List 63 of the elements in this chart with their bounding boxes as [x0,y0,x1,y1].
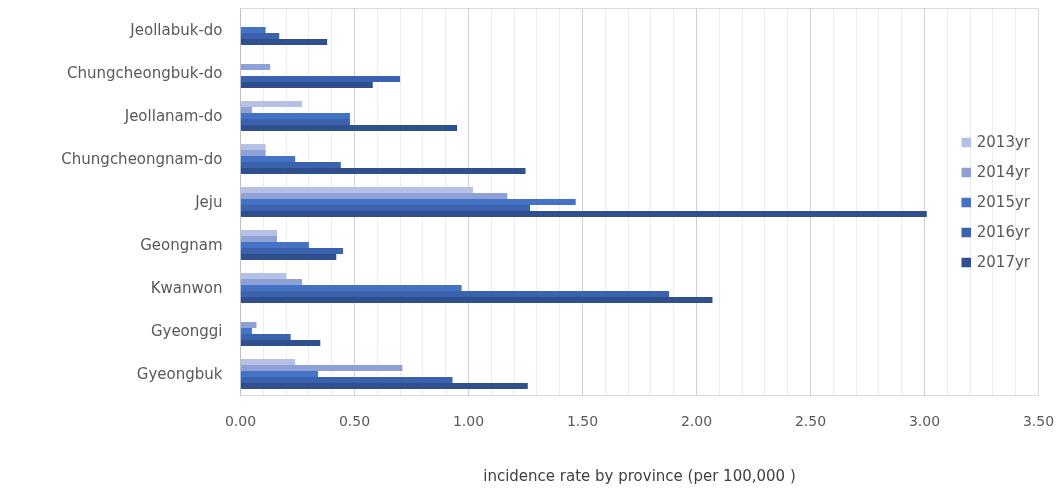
x-tick-label: 0.50 [338,412,371,429]
y-tick-label: Chungcheongnam-do [61,150,223,168]
y-tick-label: Kwanwon [150,279,223,297]
bar [240,334,291,341]
x-tick-label: 1.00 [452,412,485,429]
x-tick-label: 3.00 [908,412,941,429]
bar [240,149,266,156]
bar [240,370,319,378]
y-tick-label: Jeju [194,193,223,211]
bar [240,254,337,261]
bar [240,205,531,212]
bar [240,63,271,70]
bar [240,162,341,169]
bar [240,143,266,150]
bar [240,186,474,193]
bar [240,192,508,199]
legend-label: 2014yr [976,162,1030,181]
y-tick-label: Chungcheongbuk-do [66,64,223,82]
bar [240,198,576,206]
bar [240,291,670,298]
bar [240,278,303,285]
bar [240,168,526,175]
bar [240,297,713,304]
bar [240,106,252,113]
y-tick-label: Jeollanam-do [123,107,223,125]
bar [240,82,373,89]
y-tick-label: Gyeongbuk [136,365,223,383]
bar [240,235,277,242]
x-tick-label: 0.00 [224,412,257,429]
bar [240,377,453,384]
bar [240,125,458,132]
bar [240,211,927,218]
x-tick-label: 2.50 [794,412,827,429]
x-tick-label: 2.00 [680,412,713,429]
bar [240,229,277,236]
bar [240,364,403,371]
y-tick-label: Geongnam [140,236,223,254]
bar [240,241,309,249]
bar [240,76,401,83]
bar [240,112,350,120]
bar [240,327,252,335]
legend-label: 2016yr [976,222,1030,241]
bar [240,321,257,328]
bar [240,248,344,255]
bar [240,39,328,46]
legend-label: 2015yr [976,192,1030,211]
y-tick-label: Jeollabuk-do [129,21,223,39]
x-axis-title: incidence rate by province (per 100,000 ) [483,466,796,485]
y-tick-label: Gyeonggi [150,322,223,340]
bar [240,155,296,163]
x-tick-label: 1.50 [566,412,599,429]
bar [240,383,528,390]
x-tick-label: 3.50 [1022,412,1055,429]
bar [240,358,296,365]
legend-label: 2013yr [976,132,1030,151]
legend-label: 2017yr [976,252,1030,271]
bar [240,33,280,40]
bar [240,100,303,107]
bar [240,26,266,34]
bar [240,119,350,126]
bar [240,272,287,279]
bar [240,340,321,347]
bar [240,284,462,292]
